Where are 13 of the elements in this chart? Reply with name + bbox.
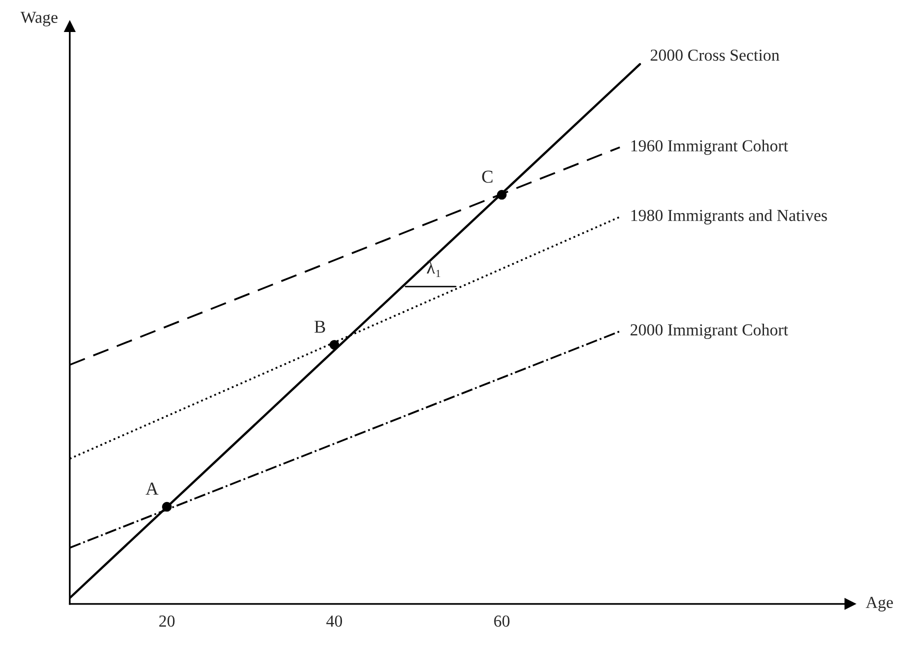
annotation: A: [146, 482, 158, 495]
series-label: 1960 Immigrant Cohort: [631, 140, 788, 155]
series-label: 1980 Immigrants and Natives: [631, 209, 827, 224]
x-tick-label: 60: [494, 615, 510, 627]
y-axis-title: Wage: [20, 12, 58, 26]
x-tick-label: 40: [326, 615, 342, 627]
series-label: 2000 Cross Section: [650, 50, 780, 61]
annotation: λ₁: [426, 260, 440, 278]
annotation: B: [314, 320, 326, 333]
x-axis-title: Age: [866, 596, 893, 612]
annotation: C: [482, 170, 492, 183]
series-label: 2000 Immigrant Cohort: [630, 324, 788, 339]
x-tick-label: 20: [159, 615, 175, 627]
